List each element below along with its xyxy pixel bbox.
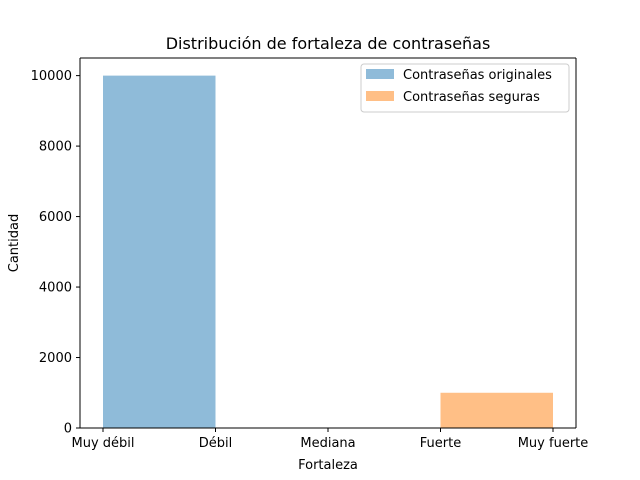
x-tick-label: Muy débil — [71, 436, 134, 451]
x-tick-label: Mediana — [300, 436, 355, 451]
bar-series-1-1 — [103, 75, 216, 428]
y-tick-label: 0 — [64, 422, 72, 437]
x-axis-ticks: Muy débil Débil Mediana Fuerte Muy fuerte — [71, 428, 588, 451]
y-axis-ticks: 0 2000 4000 6000 8000 10000 — [31, 69, 80, 437]
x-tick-label: Muy fuerte — [518, 436, 589, 451]
x-axis-label: Fortaleza — [298, 458, 358, 473]
y-tick-label: 4000 — [39, 281, 72, 296]
legend: Contraseñas originales Contraseñas segura… — [360, 63, 570, 113]
x-tick-label: Fuerte — [420, 436, 461, 451]
y-tick-label: 6000 — [39, 210, 72, 225]
legend-box — [360, 63, 570, 113]
legend-label: Contraseñas originales — [403, 68, 552, 83]
y-tick-label: 8000 — [39, 140, 72, 155]
bar-series-2-1 — [440, 392, 553, 428]
y-axis-label: Cantidad — [7, 214, 22, 272]
legend-swatch — [366, 91, 394, 101]
bars-layer — [103, 75, 553, 428]
x-tick-label: Débil — [199, 436, 232, 451]
chart-title: Distribución de fortaleza de contraseñas — [166, 34, 491, 53]
legend-swatch — [366, 69, 394, 79]
y-tick-label: 2000 — [39, 351, 72, 366]
legend-label: Contraseñas seguras — [403, 90, 540, 105]
y-tick-label: 10000 — [31, 69, 72, 84]
